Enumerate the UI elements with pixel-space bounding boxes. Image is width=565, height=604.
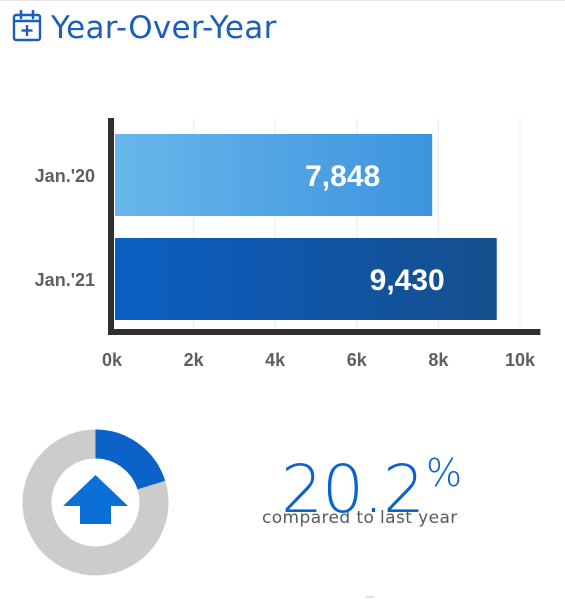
x-tick-label: 8k: [428, 350, 449, 370]
bar: [115, 238, 497, 320]
change-donut: [22, 429, 169, 576]
header: Year-Over-Year: [12, 8, 277, 48]
bar-chart: 7,848 Jan.'20 9,430 Jan.'21 0k 2k 4k 6k 8k 10k: [35, 118, 541, 370]
y-axis-line: [108, 118, 114, 335]
top-divider: [0, 0, 565, 1]
bar-value-label: 9,430: [370, 264, 445, 297]
bar-value-label: 7,848: [305, 160, 380, 193]
percent-value: 20.2: [281, 451, 425, 528]
x-tick-label: 10k: [505, 350, 536, 370]
page-title: Year-Over-Year: [51, 10, 277, 46]
up-arrow-icon: [63, 475, 128, 524]
comparison-caption: compared to last year: [262, 508, 458, 528]
calendar-plus-icon: [12, 9, 42, 47]
x-tick-label: 2k: [184, 350, 205, 370]
x-tick-label: 4k: [265, 350, 286, 370]
x-tick-label: 6k: [347, 350, 368, 370]
bar: [115, 134, 433, 216]
x-axis-line: [108, 329, 541, 335]
donut-progress-arc: [94, 429, 166, 491]
category-label: Jan.'21: [35, 270, 95, 290]
percent-sign: %: [425, 451, 462, 495]
percent-change: 20.2%: [281, 433, 462, 530]
x-tick-label: 0k: [102, 350, 123, 370]
category-label: Jan.'20: [35, 166, 95, 186]
footer-mark: [366, 596, 374, 598]
